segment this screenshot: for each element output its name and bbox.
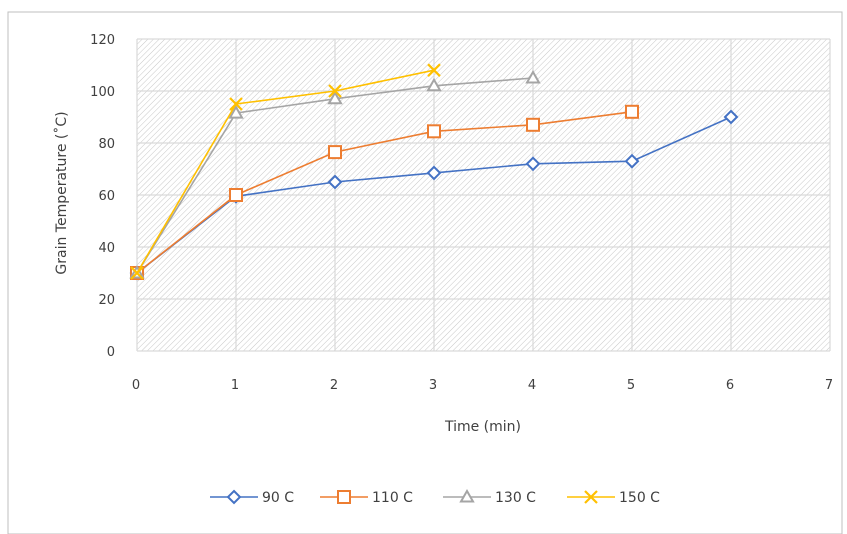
legend-label: 130 C: [495, 490, 536, 506]
x-tick-label: 0: [132, 378, 140, 393]
data-point: [229, 97, 243, 111]
data-point: [427, 124, 441, 139]
legend-entry: 150 C: [567, 490, 660, 506]
data-point: [328, 145, 342, 160]
series-150-c: [130, 63, 441, 280]
x-axis-ticks: 0 1 2 3 4 5 6 7: [132, 378, 833, 393]
y-axis-ticks: 0 20 40 60 80 100 120: [90, 33, 115, 360]
y-axis-title: Grain Temperature (˚C): [53, 111, 70, 274]
data-point: [327, 90, 343, 105]
series-130-c: [129, 69, 541, 279]
data-point: [229, 188, 243, 202]
legend-label: 90 C: [262, 490, 294, 506]
x-tick-label: 7: [825, 378, 833, 393]
data-point: [625, 104, 639, 119]
data-point: [426, 77, 442, 92]
y-tick-label: 120: [90, 33, 115, 48]
data-point: [723, 109, 739, 125]
x-tick-label: 3: [429, 378, 437, 393]
data-point: [525, 69, 541, 84]
x-tick-label: 4: [528, 378, 536, 393]
data-point: [525, 156, 541, 172]
x-axis-title: Time (min): [444, 419, 521, 435]
legend-marker: [226, 489, 242, 505]
legend-label: 110 C: [372, 490, 413, 506]
legend-entry: 110 C: [320, 490, 413, 506]
x-tick-label: 2: [330, 378, 338, 393]
x-tick-label: 1: [231, 378, 239, 393]
legend-entry: 130 C: [443, 488, 536, 506]
data-point: [328, 84, 342, 98]
data-point: [526, 117, 540, 132]
y-tick-label: 100: [90, 85, 115, 100]
gridlines: [136, 38, 831, 352]
y-tick-label: 20: [98, 293, 115, 308]
y-tick-label: 80: [98, 137, 115, 152]
series-line: [136, 111, 633, 274]
x-tick-label: 6: [726, 378, 734, 393]
legend-marker: [337, 490, 351, 504]
data-point: [624, 153, 640, 169]
y-tick-label: 40: [98, 241, 115, 256]
legend: 90 C 110 C 130 C 150 C: [210, 488, 660, 506]
data-point: [327, 174, 343, 190]
legend-marker: [459, 488, 475, 503]
series-group: [129, 63, 739, 281]
x-tick-label: 5: [627, 378, 635, 393]
legend-label: 150 C: [619, 490, 660, 506]
y-tick-label: 60: [98, 189, 115, 204]
legend-marker: [584, 490, 598, 504]
data-point: [427, 63, 441, 77]
y-tick-label: 0: [107, 345, 115, 360]
data-point: [426, 165, 442, 181]
data-point: [228, 105, 244, 119]
series-line: [136, 69, 435, 274]
data-point: [130, 266, 144, 280]
legend-entry: 90 C: [210, 489, 294, 506]
